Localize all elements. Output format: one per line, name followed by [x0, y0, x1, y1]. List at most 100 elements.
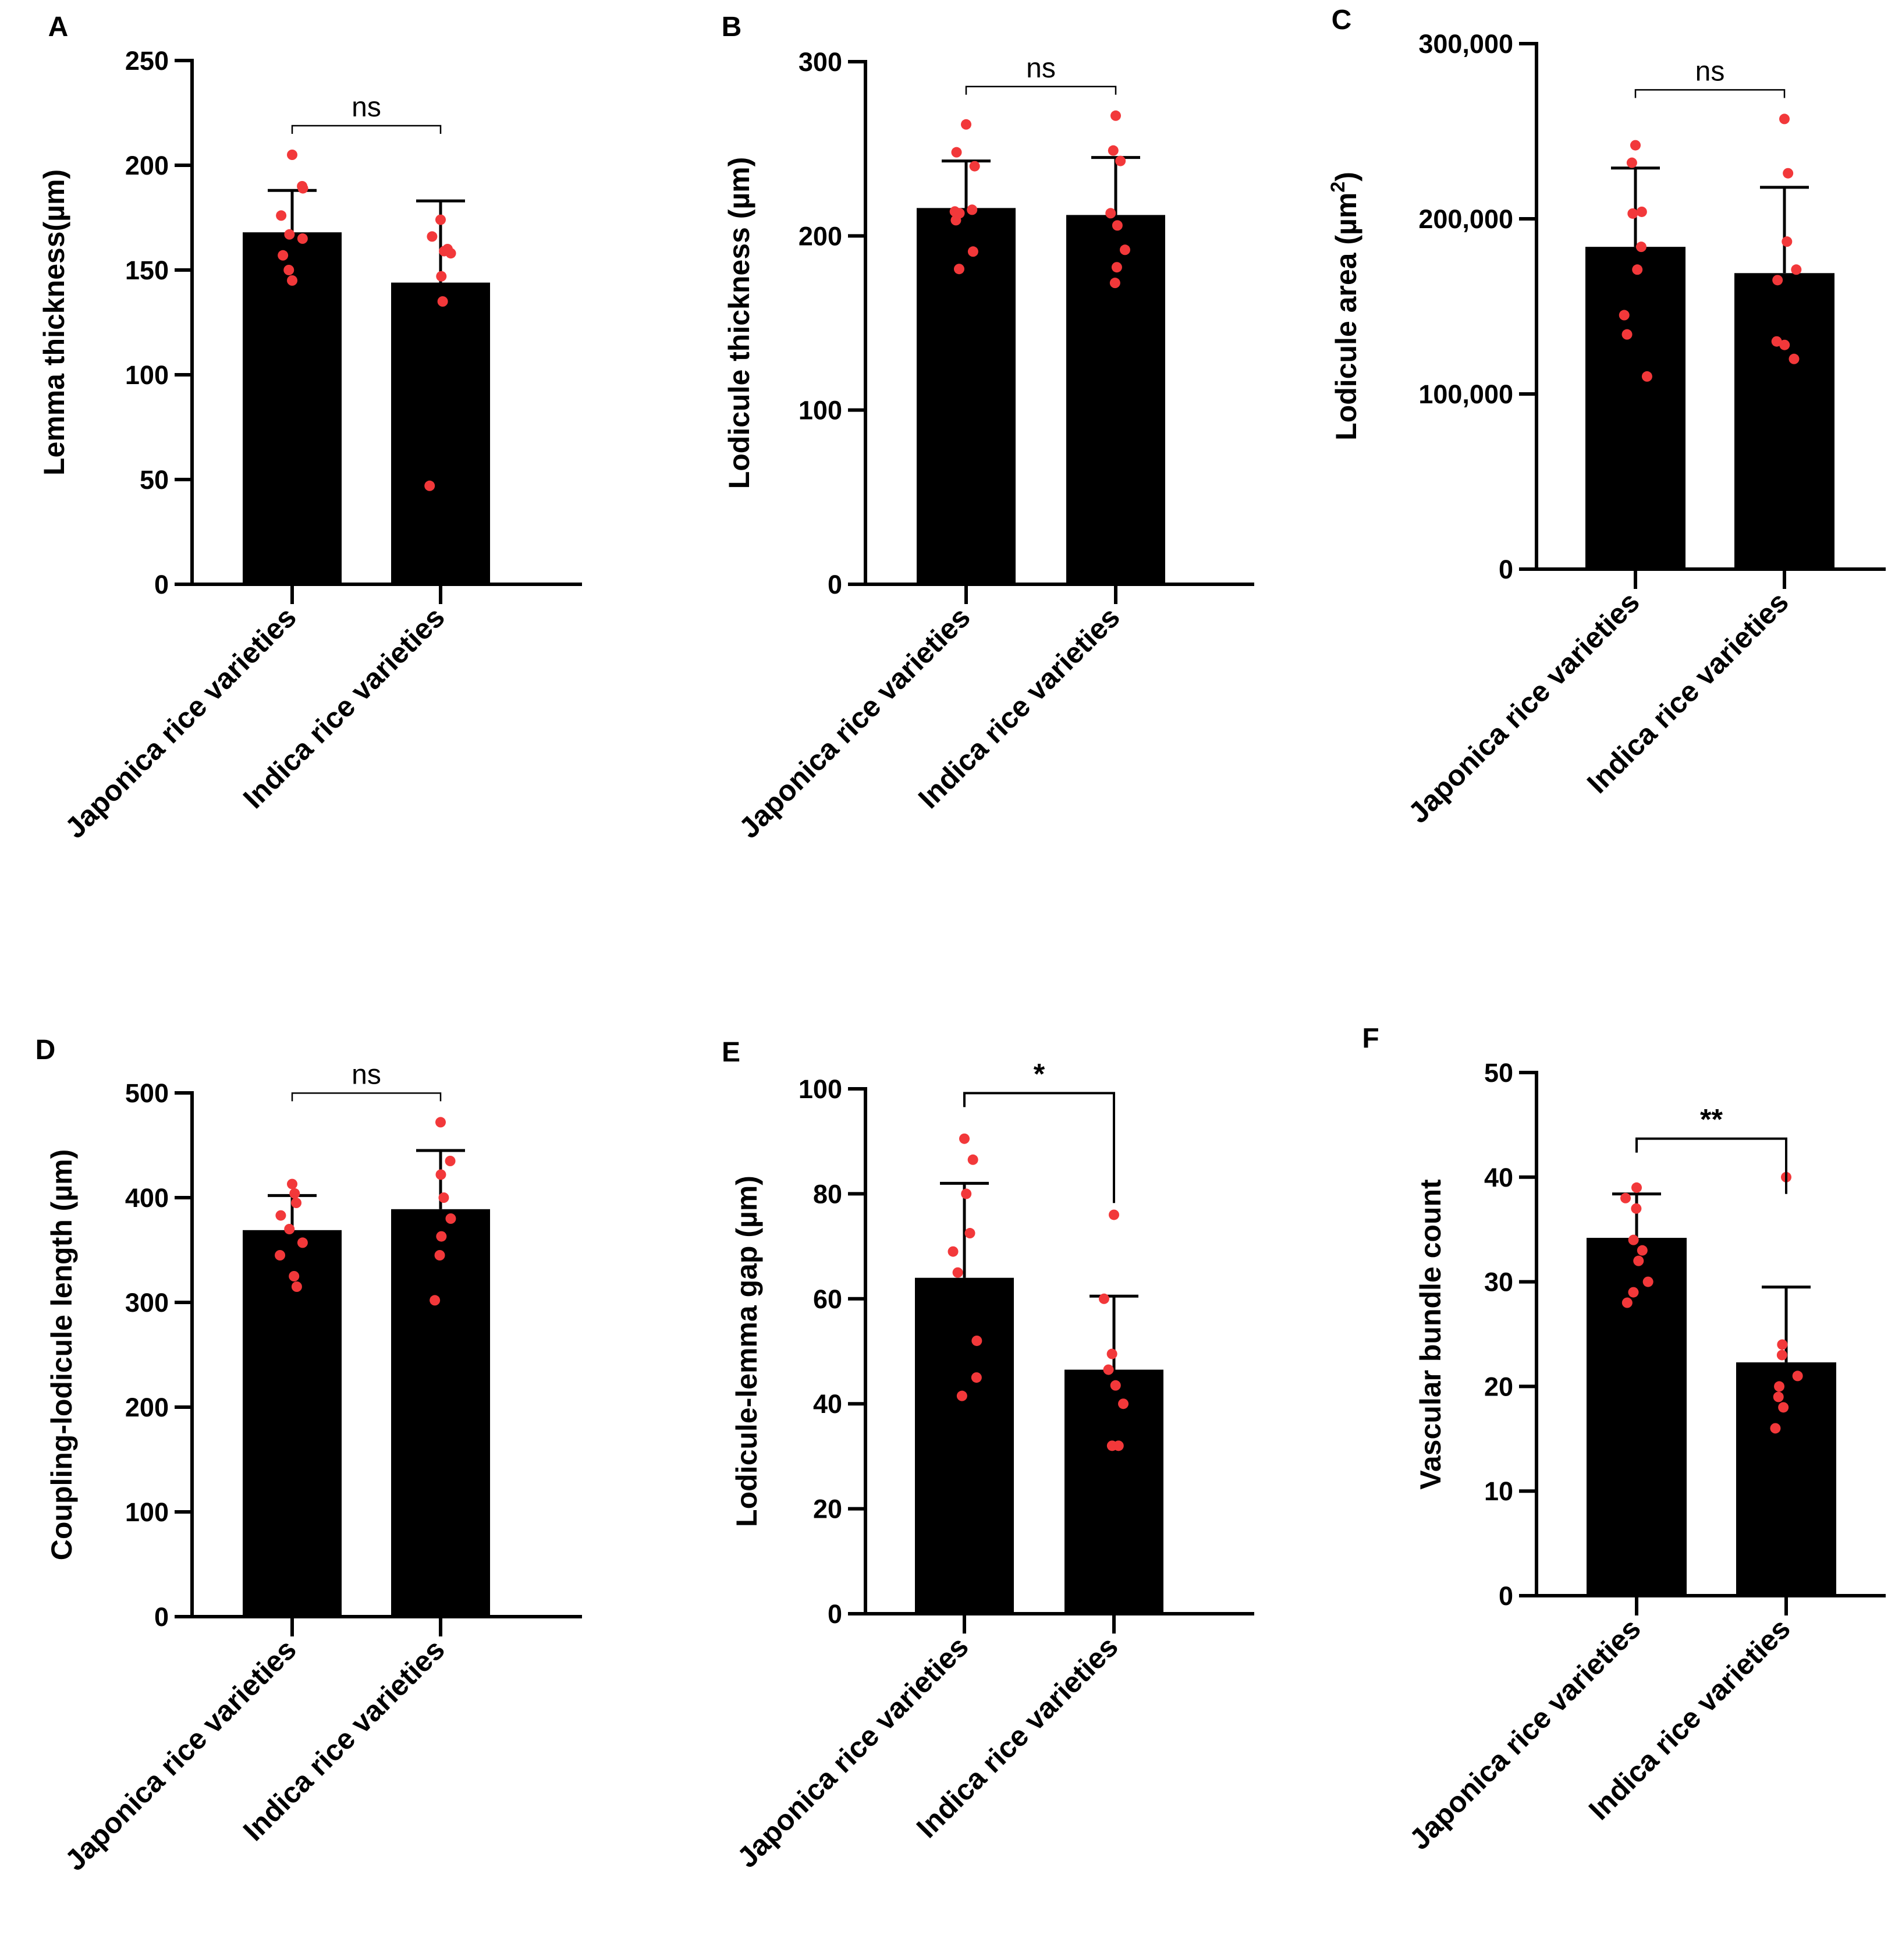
- data-point: [964, 1228, 975, 1239]
- data-point: [971, 1335, 982, 1346]
- y-tick-label: 0: [154, 1602, 169, 1632]
- data-point: [434, 1250, 445, 1260]
- bar-japonica: [243, 1230, 342, 1617]
- y-tick-label: 500: [125, 1078, 169, 1108]
- data-point: [1783, 168, 1794, 179]
- significance-label: ns: [352, 92, 381, 123]
- y-tick-label: 0: [828, 570, 842, 599]
- data-point: [1789, 353, 1800, 364]
- panel-letter: F: [1362, 1023, 1379, 1054]
- significance-bracket: [965, 86, 1117, 95]
- data-point: [1773, 1391, 1784, 1402]
- y-axis-label: Vascular bundle count: [1414, 1179, 1447, 1490]
- bar-indica: [1064, 1369, 1163, 1614]
- data-point: [1631, 1203, 1642, 1214]
- data-point: [1771, 336, 1782, 347]
- data-point: [1112, 220, 1123, 231]
- data-point: [1637, 1245, 1648, 1256]
- data-point: [1098, 1293, 1109, 1304]
- y-tick-label: 100: [125, 1497, 169, 1527]
- y-tick-label: 200: [799, 221, 842, 251]
- data-point: [1636, 206, 1647, 217]
- y-tick-label: 400: [125, 1183, 169, 1213]
- data-point: [1628, 1287, 1639, 1298]
- data-point: [1103, 1364, 1114, 1375]
- data-point: [445, 248, 456, 259]
- y-tick-label: 300,000: [1418, 29, 1513, 59]
- data-point: [291, 1198, 302, 1208]
- y-tick-label: 50: [140, 465, 169, 495]
- data-point: [1642, 1276, 1653, 1287]
- y-tick-label: 40: [1484, 1163, 1513, 1192]
- y-tick-label: 300: [799, 47, 842, 77]
- data-point: [436, 271, 447, 282]
- y-tick-label: 60: [813, 1284, 842, 1314]
- significance-bracket: [1635, 1137, 1787, 1194]
- y-axis-label: Coupling-lodicule length (µm): [45, 1149, 78, 1561]
- y-tick-label: 80: [813, 1179, 842, 1209]
- data-point: [1791, 264, 1802, 275]
- data-point: [1641, 371, 1652, 382]
- significance-bracket: [1634, 89, 1786, 98]
- data-point: [1106, 1348, 1117, 1359]
- data-point: [951, 147, 962, 158]
- y-tick-label: 20: [1484, 1372, 1513, 1401]
- y-tick-label: 250: [125, 46, 169, 76]
- y-tick-label: 10: [1484, 1476, 1513, 1506]
- y-tick-label: 0: [154, 570, 169, 599]
- data-point: [291, 1281, 302, 1292]
- data-point: [1776, 1350, 1787, 1361]
- data-point: [275, 1250, 286, 1260]
- significance-bracket: [291, 125, 442, 134]
- y-tick-label: 300: [125, 1288, 169, 1318]
- y-tick-label: 30: [1484, 1267, 1513, 1297]
- data-point: [424, 480, 435, 491]
- y-tick-label: 200: [125, 1393, 169, 1422]
- data-point: [1777, 1339, 1788, 1350]
- data-point: [969, 161, 980, 172]
- bar-indica: [391, 1209, 490, 1617]
- significance-label: ns: [352, 1059, 381, 1090]
- y-tick-label: 100: [799, 396, 842, 425]
- data-point: [1111, 262, 1122, 273]
- panel-letter: B: [722, 12, 742, 42]
- data-point: [1105, 208, 1116, 219]
- data-point: [1118, 1398, 1129, 1409]
- y-tick-label: 50: [1484, 1058, 1513, 1088]
- data-point: [961, 119, 971, 130]
- data-point: [952, 1267, 963, 1278]
- data-point: [1630, 140, 1641, 151]
- significance-bracket: [291, 1092, 442, 1102]
- data-point: [971, 1372, 982, 1383]
- y-axis-label: Lodicule area (µm2): [1327, 172, 1362, 441]
- data-point: [1631, 1182, 1642, 1193]
- data-point: [284, 1224, 295, 1234]
- bar-japonica: [915, 1277, 1014, 1614]
- data-point: [287, 150, 297, 160]
- data-point: [1109, 278, 1120, 289]
- bar-indica: [1066, 215, 1165, 584]
- data-point: [1119, 244, 1130, 255]
- significance-label: *: [1034, 1057, 1045, 1090]
- y-tick-label: 40: [813, 1389, 842, 1419]
- panel-letter: A: [48, 12, 69, 42]
- data-point: [1635, 242, 1646, 253]
- data-point: [953, 264, 964, 275]
- panel-letter: E: [722, 1037, 740, 1068]
- bar-indica: [391, 282, 490, 585]
- data-point: [437, 296, 448, 307]
- data-point: [275, 1210, 286, 1221]
- data-point: [1632, 264, 1643, 275]
- data-point: [427, 231, 438, 242]
- data-point: [1620, 1192, 1631, 1203]
- data-point: [1770, 1423, 1781, 1434]
- data-point: [1109, 1209, 1119, 1220]
- data-point: [1774, 1381, 1785, 1392]
- data-point: [1115, 155, 1126, 166]
- y-axis-label: Lodicule-lemma gap (µm): [730, 1176, 763, 1527]
- data-point: [1619, 310, 1630, 321]
